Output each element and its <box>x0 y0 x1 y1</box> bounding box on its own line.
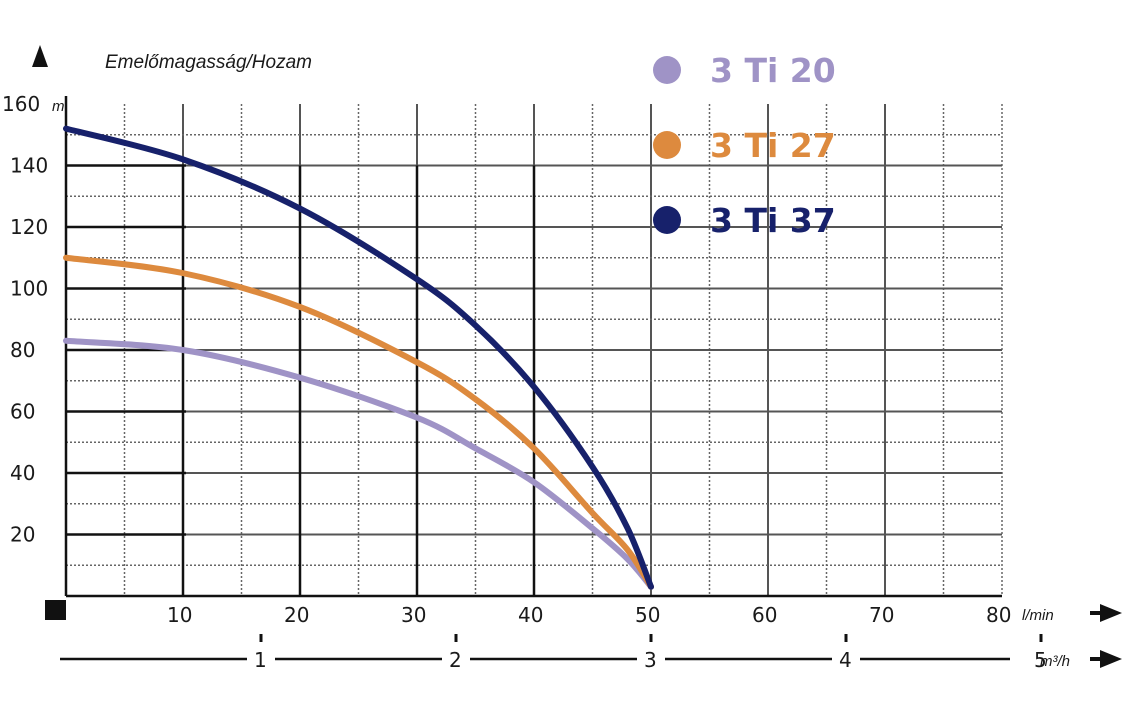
chart-grid <box>60 96 1055 671</box>
x-tick-label: 80 <box>986 603 1011 627</box>
tick-labels: 20 40 60 80 100 120 140 160 m 10 20 30 40 50 60 70 80 1 2 3… <box>2 92 1047 672</box>
y-tick-label: 100 <box>10 277 48 301</box>
legend-label: 3 Ti 20 <box>710 51 836 90</box>
y-tick-label: 20 <box>10 523 35 547</box>
x2-tick-bg <box>1027 647 1055 671</box>
x2-tick-bg <box>832 647 860 671</box>
y-tick-label: 140 <box>10 154 48 178</box>
legend-label: 3 Ti 37 <box>710 201 836 240</box>
x2-tick-label: 3 <box>644 648 657 672</box>
series-line <box>63 254 654 590</box>
x2-axis-unit: m³/h <box>1040 653 1070 670</box>
x2-tick-label: 1 <box>254 648 267 672</box>
x-axis-unit: l/min <box>1022 607 1054 624</box>
series-line <box>63 125 654 590</box>
x-tick-label: 60 <box>752 603 777 627</box>
legend-swatch <box>653 131 681 159</box>
x2-tick-label: 4 <box>839 648 852 672</box>
y-tick-label: 60 <box>10 400 35 424</box>
x2-tick-bg <box>247 647 275 671</box>
y-axis-unit: m <box>52 98 65 115</box>
legend: 3 Ti 20 3 Ti 27 3 Ti 37 <box>653 51 836 240</box>
y-tick-label: 160 <box>2 92 40 116</box>
x-tick-label: 50 <box>635 603 660 627</box>
legend-label: 3 Ti 27 <box>710 126 836 165</box>
legend-swatch <box>653 56 681 84</box>
x-tick-label: 20 <box>284 603 309 627</box>
x2-tick-bg <box>637 647 665 671</box>
origin-marker <box>45 600 66 620</box>
y-tick-label: 80 <box>10 338 35 362</box>
y-tick-label: 120 <box>10 215 48 239</box>
x2-axis-arrow-icon <box>1100 650 1122 668</box>
x2-tick-label: 2 <box>449 648 462 672</box>
x2-tick-label: 5 <box>1034 648 1047 672</box>
y-tick-label: 40 <box>10 461 35 485</box>
legend-swatch <box>653 206 681 234</box>
y-axis-arrow-icon <box>32 45 48 67</box>
x-tick-label: 70 <box>869 603 894 627</box>
x-tick-label: 10 <box>167 603 192 627</box>
x-axis-arrow-icon <box>1100 604 1122 622</box>
x-tick-label: 40 <box>518 603 543 627</box>
y-axis-title: Emelőmagasság/Hozam <box>105 52 312 73</box>
x-tick-label: 30 <box>401 603 426 627</box>
x2-tick-bg <box>442 647 470 671</box>
series-lines <box>63 125 654 590</box>
series-line <box>63 337 654 590</box>
